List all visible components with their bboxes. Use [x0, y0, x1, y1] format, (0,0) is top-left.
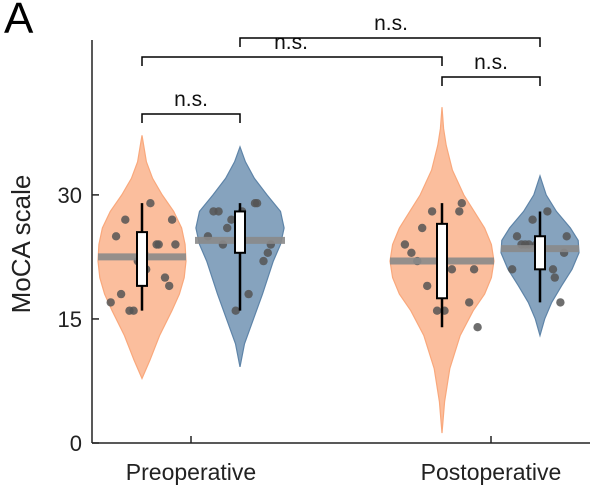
y-tick-label: 15 [58, 307, 82, 332]
data-point [106, 298, 115, 307]
significance-brackets-layer: n.s. n.s. n.s. n.s. [141, 12, 541, 123]
data-point [457, 199, 466, 208]
data-point [146, 199, 155, 208]
data-point [111, 232, 121, 241]
data-point [121, 215, 130, 224]
data-point [512, 232, 522, 241]
significance-label: n.s. [174, 88, 208, 111]
data-point [252, 199, 262, 208]
data-point [259, 256, 268, 266]
data-point [427, 207, 437, 216]
significance-label: n.s. [474, 51, 508, 74]
data-point [423, 281, 432, 291]
significance-bracket [441, 76, 541, 86]
data-point [469, 265, 479, 274]
category-labels-layer: Preoperative Postoperative [126, 436, 562, 485]
category-label: Postoperative [421, 459, 562, 485]
data-point [528, 215, 537, 224]
data-point [432, 306, 442, 315]
violins-layer [97, 107, 580, 434]
data-point [455, 207, 464, 216]
data-point [418, 223, 427, 233]
data-point [556, 298, 565, 307]
data-point [473, 323, 482, 332]
significance-bracket [141, 56, 443, 66]
significance-bracket [239, 37, 541, 47]
data-point [129, 306, 138, 315]
data-point [562, 232, 571, 241]
data-point [214, 207, 223, 216]
data-point [167, 215, 177, 224]
significance-label: n.s. [274, 31, 308, 54]
panel-label: A [4, 0, 34, 43]
y-ticks-layer: 0 15 30 [58, 183, 99, 456]
iqr-box-3 [436, 222, 448, 300]
data-point [263, 248, 272, 257]
boxes-layer [98, 203, 579, 328]
iqr-box-1 [136, 231, 148, 287]
data-point [543, 207, 552, 216]
data-point [548, 265, 558, 274]
y-tick-label: 0 [70, 431, 82, 456]
y-tick-label: 30 [58, 183, 82, 208]
data-point [171, 240, 180, 249]
data-point [550, 273, 559, 282]
data-point [465, 298, 474, 307]
data-point [407, 248, 416, 257]
data-point [223, 223, 232, 233]
significance-bracket [141, 113, 241, 123]
data-point [165, 281, 174, 291]
data-point [244, 289, 253, 299]
iqr-box-2 [234, 210, 246, 254]
data-point [154, 240, 163, 249]
data-point [116, 289, 126, 299]
category-label: Preoperative [126, 459, 256, 485]
data-point [231, 306, 240, 315]
data-point [160, 273, 170, 282]
data-point [447, 265, 457, 274]
y-axis-label: MoCA scale [6, 175, 36, 314]
data-point [400, 240, 410, 249]
significance-label: n.s. [374, 12, 408, 35]
axes-layer [91, 40, 590, 444]
data-point [227, 215, 236, 224]
iqr-box-4 [534, 235, 546, 271]
data-point [508, 265, 517, 274]
